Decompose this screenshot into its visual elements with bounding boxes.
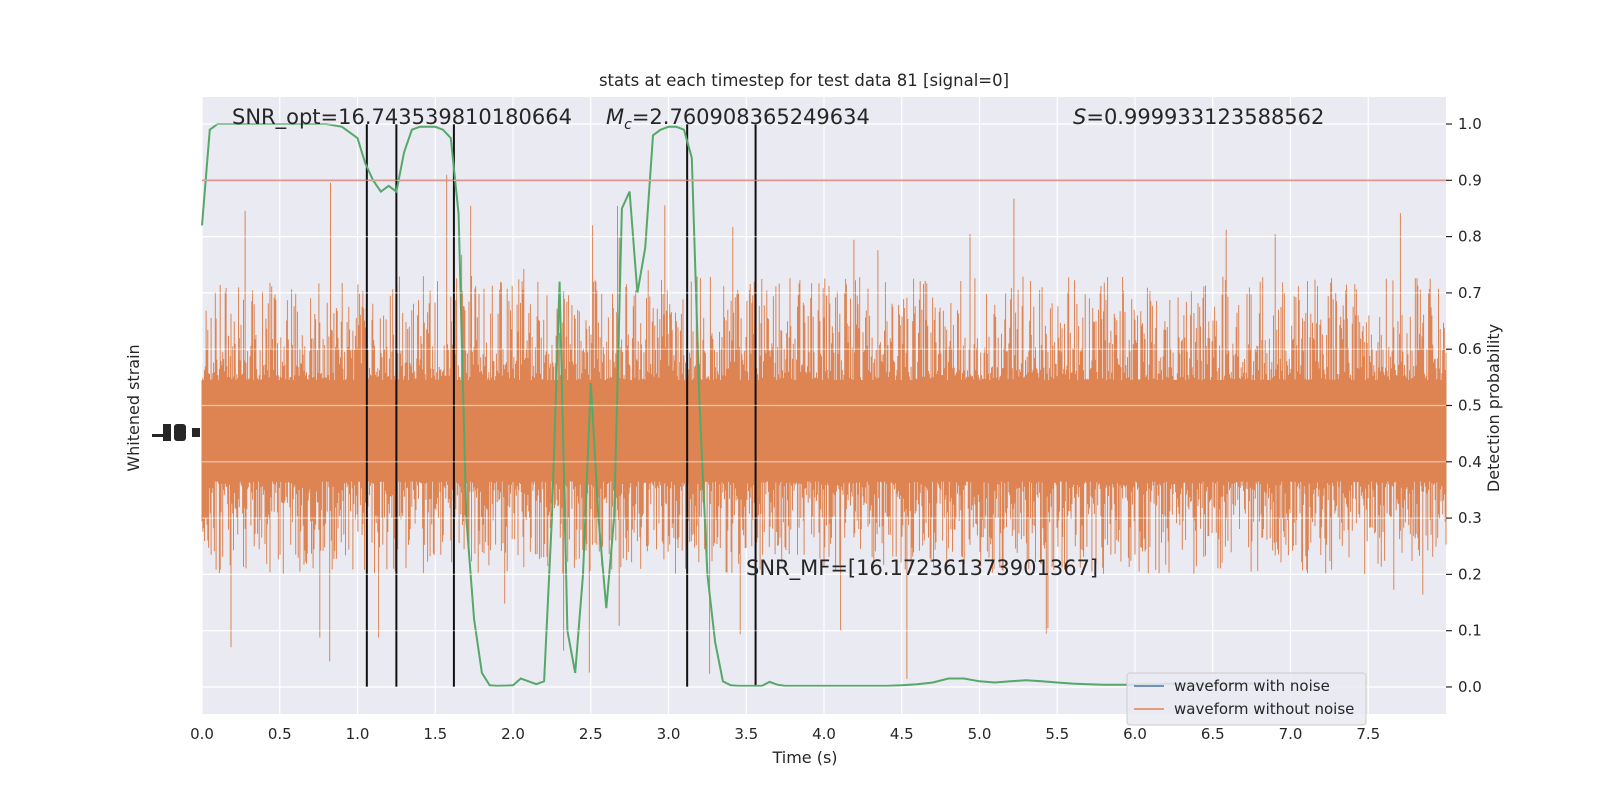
x-tick-label: 2.0 — [501, 725, 525, 743]
x-tick-label: 1.0 — [346, 725, 370, 743]
y-tick-label: 1.0 — [1458, 115, 1482, 133]
snr-opt-annotation: SNR_opt=16.743539810180664 — [232, 105, 572, 130]
y-tick-label: 0.6 — [1458, 340, 1482, 358]
y-tick-label: 0.3 — [1458, 509, 1482, 527]
chirp-mass-annotation: Mc=2.760908365249634 — [606, 105, 870, 133]
y-tick-label: 0.8 — [1458, 228, 1482, 246]
y-tick-label: 0.0 — [1458, 678, 1482, 696]
legend-box — [1126, 672, 1367, 726]
waveform-core-band — [202, 380, 1446, 482]
x-tick-label: 5.0 — [968, 725, 992, 743]
plot-area — [201, 97, 1447, 714]
noisy-waveform-group — [201, 174, 1447, 679]
y-axis-right-ticks: 0.0 0.1 0.2 0.3 0.4 0.5 0.6 0.7 0.8 0.9 1.0 — [1446, 115, 1482, 696]
x-axis-label: Time (s) — [771, 748, 837, 767]
y-tick-label: 0.2 — [1458, 565, 1482, 583]
x-tick-label: 7.5 — [1356, 725, 1380, 743]
y-axis-left-label: Whitened strain — [124, 344, 143, 471]
y-axis-right-label: Detection probability — [1484, 324, 1503, 492]
x-tick-label: 4.5 — [890, 725, 914, 743]
s-annotation: S=0.999933123588562 — [1073, 105, 1324, 129]
x-tick-label: 3.5 — [734, 725, 758, 743]
y-tick-label: 0.9 — [1458, 171, 1482, 189]
left-axis-collapsed-ticks — [152, 424, 200, 441]
snr-mf-annotation: SNR_MF=[16.172361373901367] — [746, 556, 1098, 581]
x-axis-ticks: 0.0 0.5 1.0 1.5 2.0 2.5 3.0 3.5 4.0 4.5 5.0 5.5 6.0 6… — [190, 725, 1380, 743]
x-tick-label: 4.0 — [812, 725, 836, 743]
x-tick-label: 6.0 — [1123, 725, 1147, 743]
grid-overlay — [202, 123, 1446, 688]
y-tick-label: 0.4 — [1458, 453, 1482, 471]
x-tick-label: 3.0 — [657, 725, 681, 743]
y-tick-label: 0.1 — [1458, 622, 1482, 640]
legend: waveform with noise waveform without noi… — [1126, 672, 1367, 726]
x-tick-label: 6.5 — [1201, 725, 1225, 743]
legend-label-clean: waveform without noise — [1174, 700, 1354, 718]
x-tick-label: 2.5 — [579, 725, 603, 743]
x-tick-label: 1.5 — [423, 725, 447, 743]
x-tick-label: 0.5 — [268, 725, 292, 743]
x-tick-label: 5.5 — [1045, 725, 1069, 743]
legend-label-noise: waveform with noise — [1174, 677, 1330, 695]
series-detection-probability — [201, 123, 1260, 687]
x-tick-label: 7.0 — [1279, 725, 1303, 743]
y-tick-label: 0.7 — [1458, 284, 1482, 302]
y-tick-label: 0.5 — [1458, 397, 1482, 415]
x-tick-label: 0.0 — [190, 725, 214, 743]
chart-title: stats at each timestep for test data 81 … — [599, 71, 1009, 90]
